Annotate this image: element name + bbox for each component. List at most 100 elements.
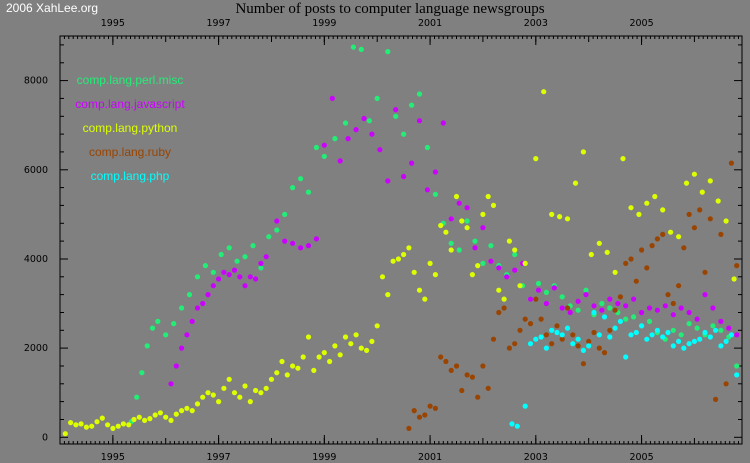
data-point — [588, 251, 594, 258]
data-point — [623, 354, 629, 360]
data-point — [617, 294, 624, 300]
data-point — [707, 178, 713, 184]
data-point — [424, 144, 430, 151]
data-point — [715, 198, 721, 204]
data-point — [615, 300, 621, 307]
data-point — [295, 365, 301, 371]
legend: comp.lang.perl.misc comp.lang.javascript c… — [75, 73, 185, 183]
data-point — [409, 102, 415, 108]
data-point — [464, 372, 470, 378]
legend-entry-comp-lang-javascript: comp.lang.javascript — [75, 97, 185, 111]
data-point — [218, 251, 224, 258]
data-point — [728, 332, 735, 338]
data-point — [567, 309, 573, 316]
data-point — [506, 345, 512, 351]
data-point — [718, 343, 724, 349]
data-point — [348, 341, 354, 347]
data-point — [332, 343, 338, 349]
data-point — [639, 309, 645, 316]
data-point — [713, 327, 719, 333]
data-point — [485, 193, 491, 200]
data-point — [337, 158, 343, 164]
data-point — [543, 332, 550, 338]
series-comp-lang-python — [62, 89, 737, 437]
data-point — [654, 307, 661, 313]
data-point — [599, 307, 605, 313]
data-point — [115, 423, 121, 429]
data-point — [469, 272, 475, 278]
data-point — [231, 390, 238, 396]
data-point — [631, 296, 637, 302]
data-point — [728, 160, 735, 166]
data-point — [496, 309, 502, 316]
data-point — [496, 265, 502, 271]
data-point — [623, 260, 629, 266]
data-point — [126, 422, 132, 428]
data-point — [184, 405, 190, 411]
legend-entry-comp-lang-php: comp.lang.php — [91, 169, 170, 183]
data-point — [620, 156, 626, 162]
legend-entry-comp-lang-python: comp.lang.python — [83, 121, 178, 135]
data-point — [242, 383, 248, 389]
data-point — [369, 338, 375, 344]
data-point — [438, 354, 444, 360]
data-point — [623, 303, 629, 309]
data-point — [258, 265, 264, 271]
data-point — [726, 325, 732, 331]
data-point — [305, 243, 312, 249]
series-comp-lang-php — [509, 309, 740, 429]
data-point — [313, 236, 319, 242]
data-point — [393, 113, 399, 119]
data-point — [157, 410, 163, 416]
data-point — [89, 423, 95, 429]
data-point — [551, 285, 557, 291]
data-point — [617, 318, 624, 324]
data-point — [549, 211, 555, 217]
data-point — [686, 309, 692, 316]
data-point — [149, 325, 156, 331]
data-point — [300, 354, 306, 360]
data-point — [686, 341, 692, 347]
data-point — [393, 107, 399, 113]
data-point — [374, 323, 380, 329]
data-point — [432, 405, 438, 411]
data-point — [628, 256, 634, 262]
data-point — [512, 341, 518, 347]
data-point — [155, 318, 161, 324]
data-point — [575, 307, 581, 313]
data-point — [549, 341, 555, 347]
data-point — [448, 367, 454, 373]
data-point — [702, 329, 708, 336]
data-point — [665, 292, 671, 298]
y-tick-label: 8000 — [24, 76, 48, 87]
data-point — [342, 120, 349, 126]
data-point — [231, 267, 238, 273]
data-point — [78, 421, 84, 427]
data-point — [678, 305, 684, 311]
data-point — [305, 189, 312, 195]
data-point — [575, 343, 581, 349]
data-point — [163, 332, 169, 338]
data-point — [543, 289, 550, 295]
data-point — [564, 216, 571, 222]
plot-frame — [59, 35, 743, 445]
data-point — [186, 292, 193, 298]
data-point — [179, 408, 185, 414]
data-point — [443, 358, 449, 365]
data-point — [533, 336, 539, 342]
credit-text: 2006 XahLee.org — [6, 1, 98, 15]
data-point — [723, 381, 729, 387]
data-point — [395, 256, 401, 262]
data-point — [432, 191, 438, 197]
data-point — [274, 370, 280, 376]
data-point — [601, 314, 608, 320]
data-point — [472, 238, 478, 244]
x-tick-label-top: 2003 — [524, 18, 548, 29]
data-point — [601, 350, 608, 356]
data-point — [702, 292, 708, 298]
data-point — [173, 363, 179, 369]
data-point — [501, 296, 507, 302]
data-point — [305, 334, 312, 340]
data-point — [205, 390, 211, 396]
data-point — [604, 249, 610, 255]
